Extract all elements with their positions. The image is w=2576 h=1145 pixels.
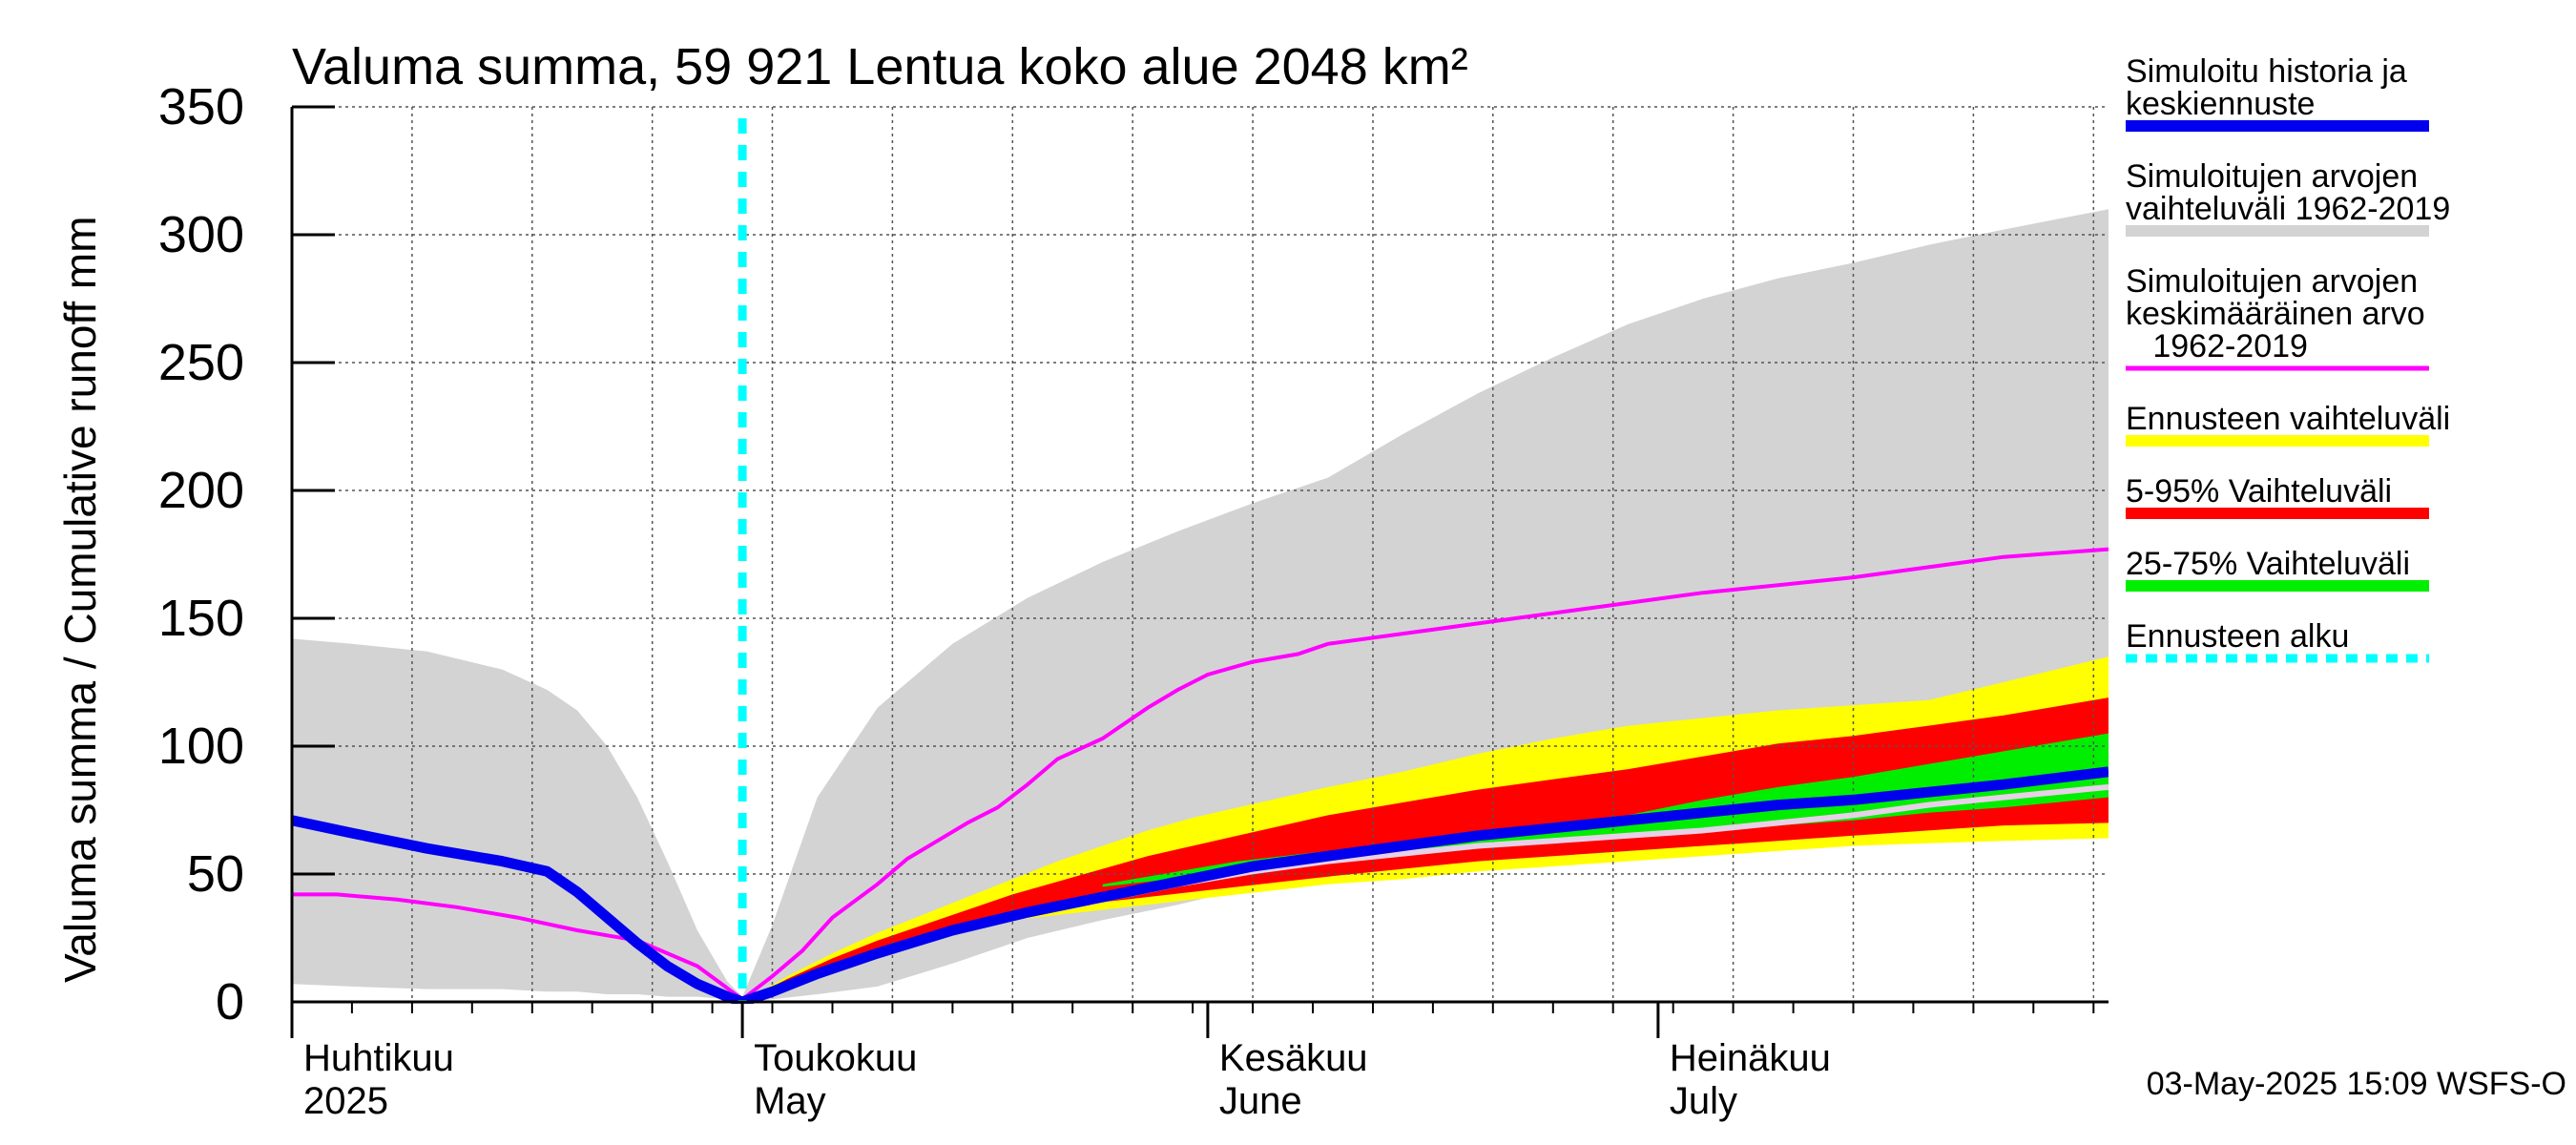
- history-forecast-line: [292, 766, 2109, 1004]
- footer-timestamp: 03-May-2025 15:09 WSFS-O: [2147, 1066, 2566, 1102]
- legend-label: 25-75% Vaihteluväli: [2126, 546, 2410, 582]
- legend-label: keskimääräinen arvo: [2126, 296, 2425, 332]
- plot-lines: [292, 118, 2109, 1004]
- y-tick-label: 50: [187, 845, 244, 903]
- legend-label: vaihteluväli 1962-2019: [2126, 191, 2450, 227]
- grid-lines: [292, 106, 2109, 1002]
- y-tick-label: 150: [158, 590, 244, 647]
- legend-label: 1962-2019: [2126, 328, 2308, 364]
- legend-label: Simuloitujen arvojen: [2126, 263, 2418, 300]
- y-axis-label: Valuma summa / Cumulative runoff mm: [55, 216, 105, 983]
- month-label-secondary: 2025: [303, 1080, 388, 1122]
- y-tick-label: 200: [158, 462, 244, 519]
- y-tick-label: 100: [158, 718, 244, 775]
- month-label-secondary: May: [754, 1080, 826, 1122]
- month-label: Huhtikuu: [303, 1037, 454, 1079]
- chart-title: Valuma summa, 59 921 Lentua koko alue 20…: [292, 38, 1468, 95]
- legend-label: 5-95% Vaihteluväli: [2126, 473, 2392, 510]
- month-label: Heinäkuu: [1670, 1037, 1831, 1079]
- legend-label: Simuloitujen arvojen: [2126, 158, 2418, 195]
- month-label-secondary: June: [1219, 1080, 1302, 1122]
- month-label-secondary: July: [1670, 1080, 1737, 1122]
- y-tick-label: 250: [158, 334, 244, 391]
- month-label: Toukokuu: [754, 1037, 917, 1079]
- month-label: Kesäkuu: [1219, 1037, 1368, 1079]
- y-tick-label: 300: [158, 206, 244, 263]
- y-tick-label: 350: [158, 78, 244, 135]
- legend-label: Ennusteen vaihteluväli: [2126, 401, 2450, 437]
- legend-label: keskiennuste: [2126, 86, 2315, 122]
- y-tick-label: 0: [216, 973, 244, 1030]
- legend-label: Simuloitu historia ja: [2126, 53, 2407, 90]
- legend-label: Ennusteen alku: [2126, 618, 2349, 655]
